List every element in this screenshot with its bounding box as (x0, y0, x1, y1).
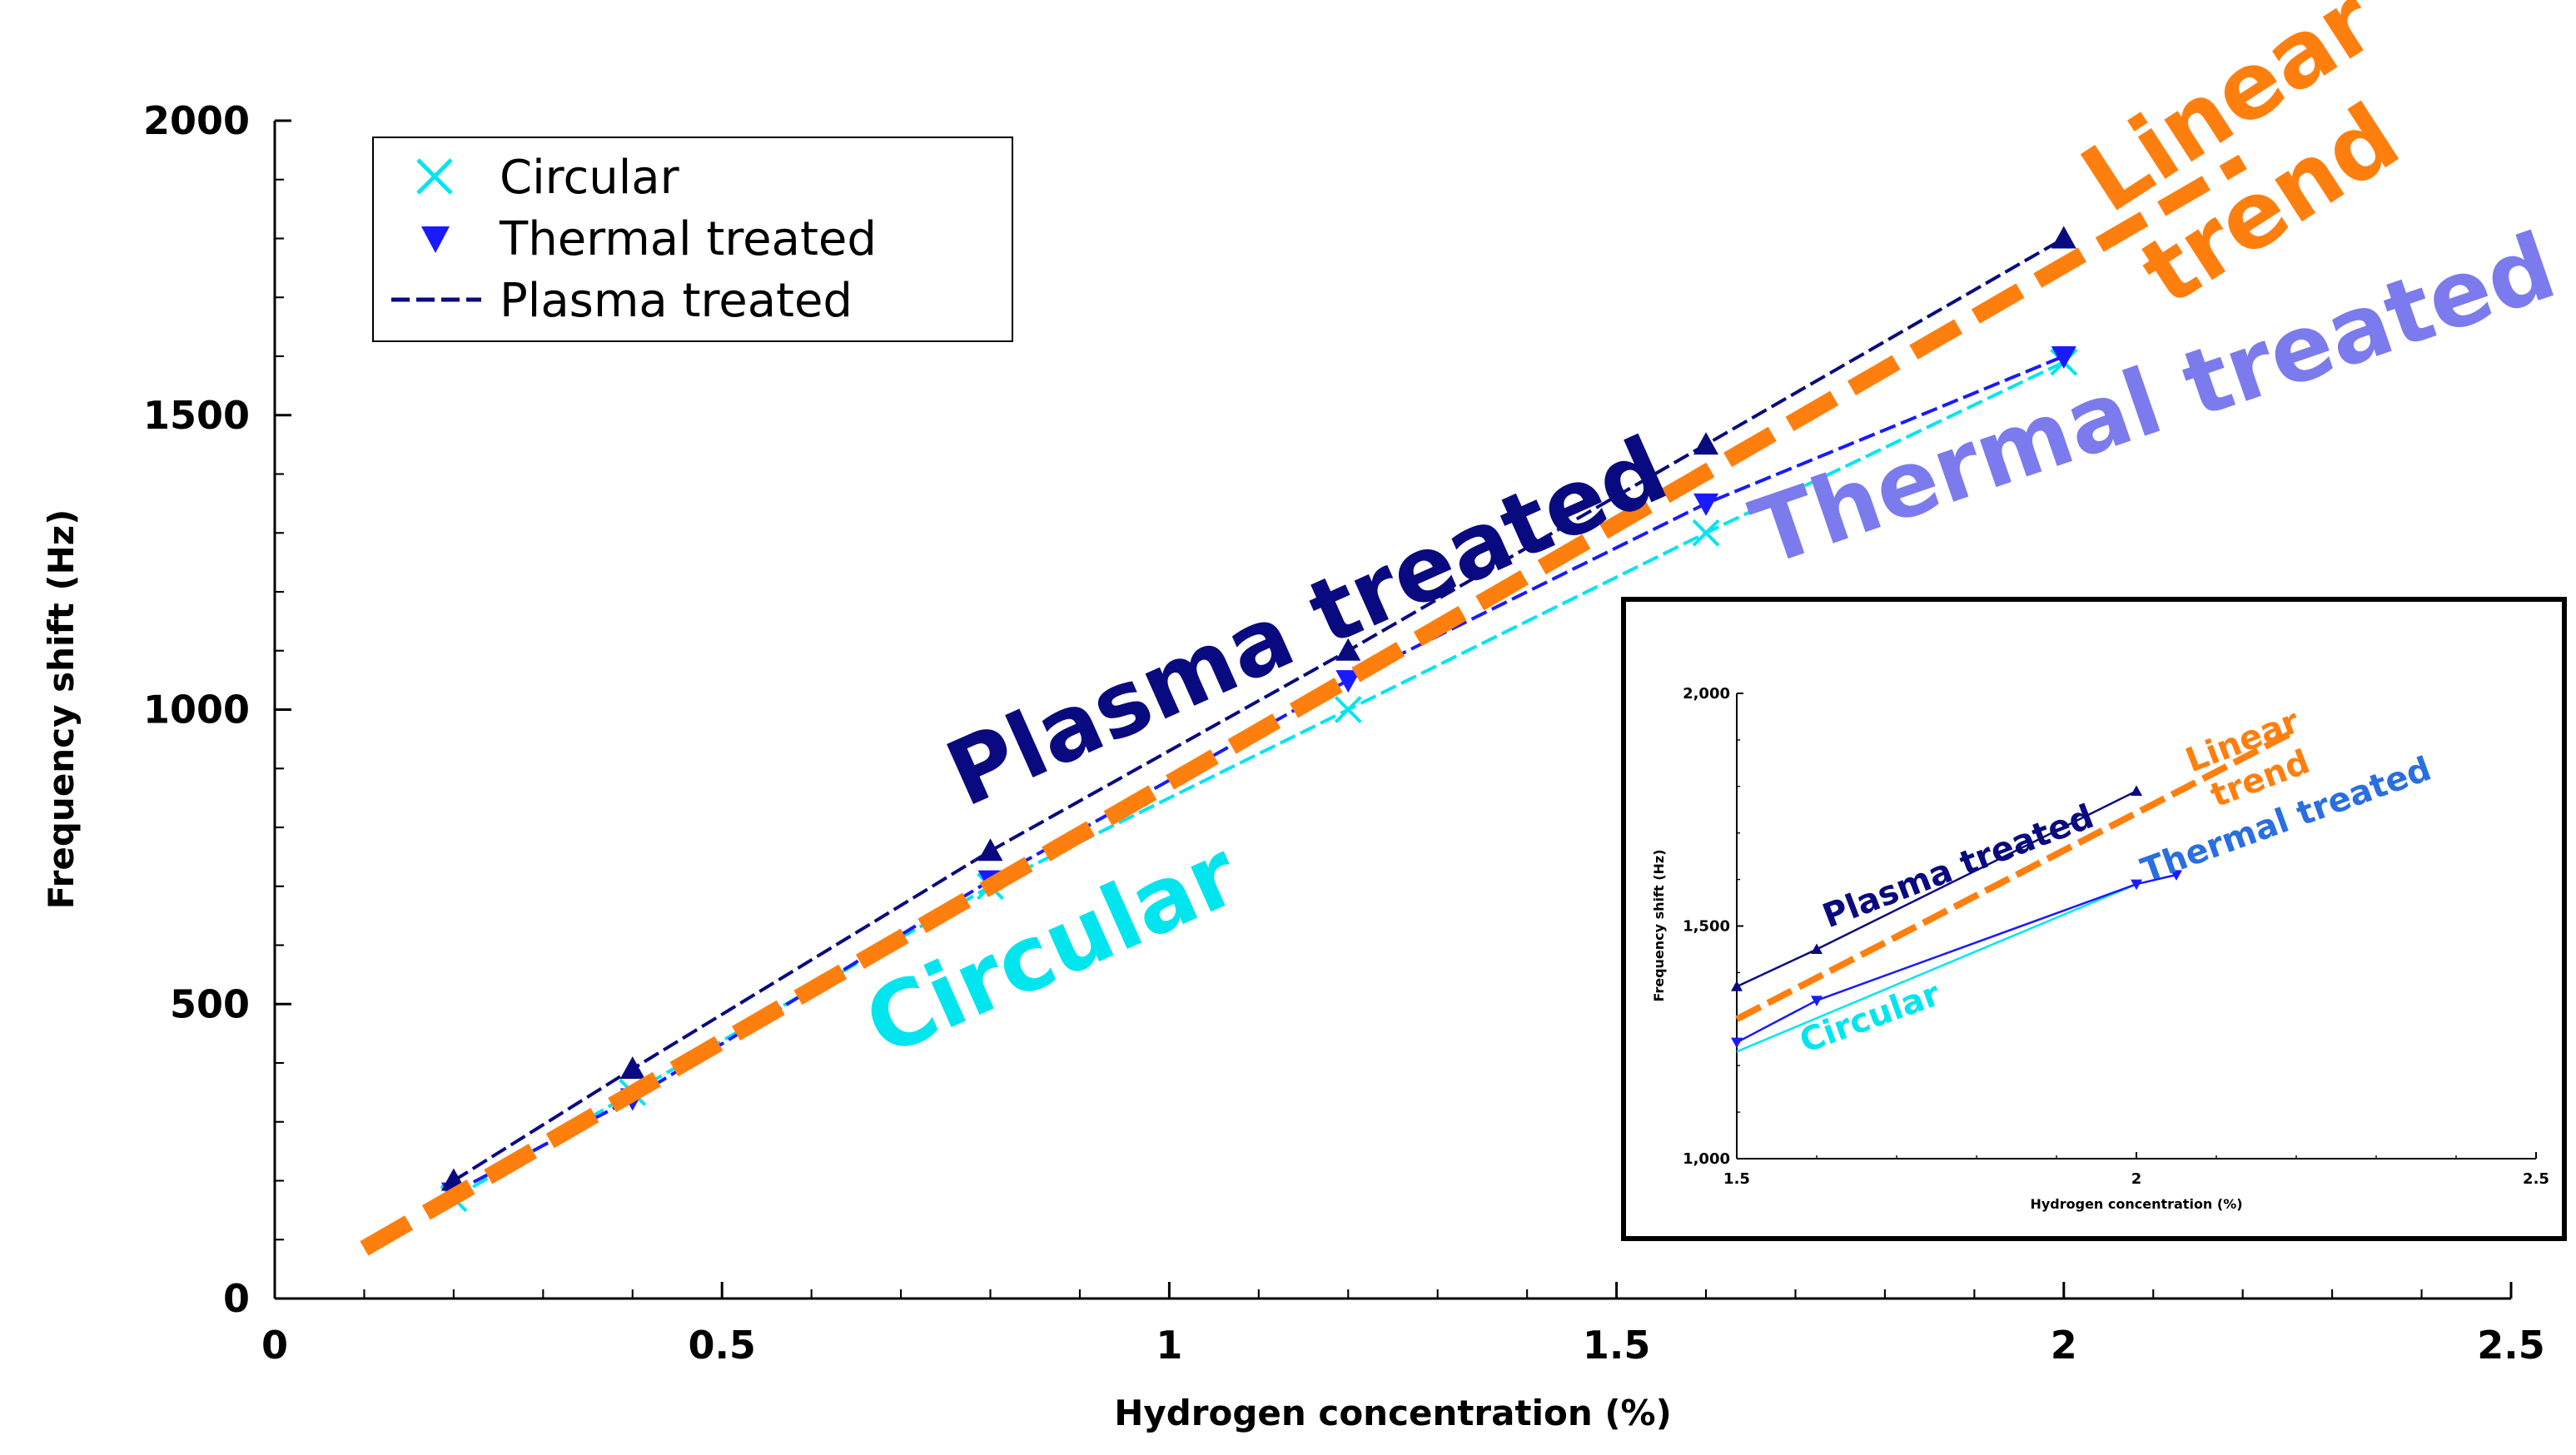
x-tick-label: 1 (1156, 1323, 1182, 1368)
inset-point-plasma-treated (1731, 981, 1743, 991)
point-plasma-treated (977, 838, 1003, 862)
point-thermal-treated (1335, 670, 1361, 693)
x-tick-label: 2 (2051, 1323, 2077, 1368)
inset-y-axis-title: Frequency shift (Hz) (1651, 849, 1667, 1001)
inset-series-thermal-treated (1731, 870, 2182, 1049)
inset-point-thermal-treated (1731, 1037, 1743, 1049)
legend-label-circular: Circular (500, 151, 680, 205)
legend-label-plasma: Plasma treated (500, 274, 853, 328)
inset-frame (1621, 597, 2567, 1241)
x-tick-label: 0 (261, 1323, 288, 1368)
y-tick-label: 0 (223, 1276, 250, 1321)
y-tick-label: 1000 (143, 688, 250, 732)
inset-y-tick-label: 2,000 (1683, 685, 1730, 703)
series-line-circular (452, 360, 2065, 1200)
inset-series-plasma-treated (1731, 785, 2142, 991)
inset-point-plasma-treated (1811, 943, 1823, 955)
series-line-thermal-treated (452, 355, 2065, 1194)
point-plasma-treated (2051, 226, 2076, 249)
inset-series-linear-trend (1735, 728, 2298, 1022)
point-circular-stroke (1334, 696, 1362, 723)
inset-chart: 1.5 2 2.5 1,000 1,500 2,000 Hydrogen concentr… (1621, 597, 2567, 1241)
inset-point-thermal-treated (2131, 879, 2142, 891)
inset-x-axis-title: Hydrogen concentration (%) (2030, 1196, 2242, 1212)
legend-marker-circular (416, 158, 453, 195)
inset-x-tick-label: 2 (2131, 1170, 2142, 1188)
x-tick-label: 1.5 (1583, 1323, 1651, 1368)
inset-series-line-linear-trend (1735, 728, 2298, 1022)
inset-x-tick-label: 1.5 (1723, 1170, 1750, 1188)
y-tick-label: 500 (170, 981, 250, 1026)
legend-box (372, 137, 1013, 342)
inset-x-tick-label: 2.5 (2523, 1170, 2549, 1188)
legend-label-thermal: Thermal treated (499, 212, 877, 266)
inset-y-tick-label: 1,500 (1683, 918, 1730, 936)
y-axis-title: Frequency shift (Hz) (41, 509, 82, 910)
point-plasma-treated (619, 1056, 645, 1080)
inset-y-tick-label: 1,000 (1683, 1150, 1730, 1168)
x-tick-label: 2.5 (2477, 1323, 2545, 1368)
inset-series-line-circular (1736, 883, 2137, 1053)
inset-point-thermal-treated (2171, 870, 2182, 881)
point-circular (1692, 519, 1720, 547)
main-plot-area (360, 154, 2247, 1256)
x-axis-title: Hydrogen concentration (%) (1114, 1393, 1672, 1433)
point-plasma-treated (1335, 638, 1361, 661)
point-circular-stroke (1692, 519, 1720, 547)
inset-point-thermal-treated (1811, 996, 1823, 1006)
legend: Circular Thermal treated Plasma treated (372, 137, 1013, 342)
inset-point-plasma-treated (2131, 785, 2142, 796)
series-line-plasma-treated (452, 236, 2065, 1183)
annotation-plasma-treated: Plasma treated (932, 417, 1682, 827)
inset-series-circular (1736, 883, 2137, 1053)
inset-series-line-thermal-treated (1736, 873, 2177, 1044)
x-tick-label: 0.5 (688, 1323, 756, 1368)
legend-marker-thermal (421, 226, 450, 253)
series-plasma-treated (440, 226, 2076, 1191)
y-tick-label: 2000 (143, 98, 250, 143)
point-thermal-treated (2051, 346, 2076, 369)
series-linear-trend (360, 154, 2247, 1256)
main-axes: 0 0.5 1 1.5 2 2.5 0 500 1000 1500 2000 Hydrogen co… (41, 98, 2545, 1433)
series-line-linear-trend (360, 154, 2247, 1256)
point-plasma-treated (1693, 432, 1719, 455)
point-thermal-treated (1693, 493, 1719, 516)
point-circular (1334, 696, 1362, 723)
y-tick-label: 1500 (143, 393, 250, 438)
